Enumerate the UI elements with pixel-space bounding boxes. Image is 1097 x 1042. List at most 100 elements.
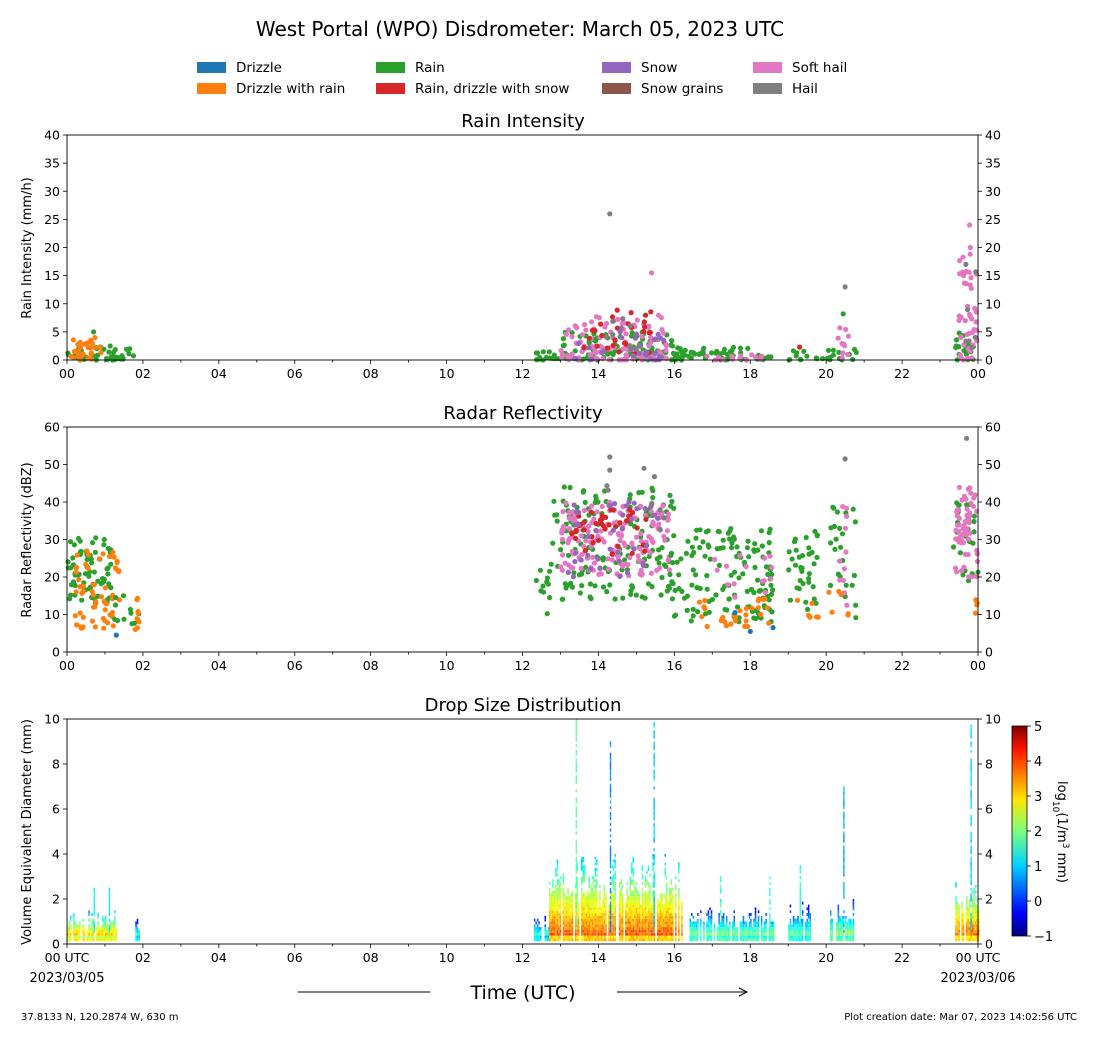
dsd-cell bbox=[638, 918, 641, 922]
dsd-cell bbox=[741, 927, 743, 930]
dsd-cell bbox=[710, 932, 713, 936]
point-hail bbox=[604, 483, 610, 489]
dsd-cell bbox=[88, 938, 90, 942]
dsd-cell bbox=[694, 921, 696, 925]
dsd-cell bbox=[647, 901, 650, 905]
dsd-cell bbox=[626, 910, 628, 914]
dsd-cell bbox=[662, 924, 665, 928]
dsd-cell bbox=[843, 848, 845, 852]
dsd-cell bbox=[726, 918, 728, 922]
point-rain bbox=[121, 616, 127, 622]
dsd-cell bbox=[550, 935, 553, 939]
dsd-cell bbox=[653, 876, 655, 880]
dsd-cell bbox=[653, 828, 655, 832]
point-snow bbox=[573, 509, 580, 515]
dsd-cell bbox=[646, 924, 648, 928]
point-rain bbox=[658, 592, 664, 598]
y-tick-label-left: 2 bbox=[52, 892, 60, 907]
dsd-cell bbox=[86, 929, 89, 933]
dsd-cell bbox=[659, 924, 662, 928]
dsd-cell bbox=[628, 915, 630, 919]
dsd-cell bbox=[659, 921, 662, 925]
dsd-cell bbox=[581, 901, 583, 905]
dsd-cell bbox=[571, 904, 574, 908]
dsd-cell bbox=[597, 932, 600, 936]
dsd-cell bbox=[697, 913, 699, 916]
point-drizzle-with-rain bbox=[809, 600, 815, 607]
dsd-cell bbox=[625, 907, 627, 911]
dsd-cell bbox=[582, 915, 584, 919]
point-rain bbox=[851, 346, 858, 353]
legend-label-soft-hail: Soft hail bbox=[792, 60, 847, 76]
dsd-cell bbox=[544, 935, 546, 939]
dsd-cell bbox=[629, 915, 631, 919]
dsd-cell bbox=[678, 865, 680, 869]
dsd-cell bbox=[806, 924, 808, 928]
dsd-cell bbox=[603, 915, 606, 919]
dsd-cell bbox=[596, 935, 598, 939]
dsd-cell bbox=[635, 901, 638, 905]
dsd-cell bbox=[574, 913, 577, 916]
dsd-cell bbox=[576, 927, 578, 930]
dsd-cell bbox=[955, 882, 957, 885]
dsd-cell bbox=[807, 924, 810, 928]
dsd-cell bbox=[609, 927, 612, 930]
dsd-cell bbox=[667, 918, 669, 922]
point-rain bbox=[758, 587, 764, 593]
point-rain-drizzle-with-snow bbox=[642, 548, 648, 554]
dsd-cell bbox=[801, 918, 804, 922]
dsd-cell bbox=[670, 901, 672, 905]
dsd-cell bbox=[678, 887, 680, 891]
dsd-cell bbox=[970, 741, 972, 745]
footer-location: 37.8133 N, 120.2874 W, 630 m bbox=[21, 1012, 179, 1023]
dsd-cell bbox=[581, 904, 583, 908]
colorbar-label-tail: mm) bbox=[1054, 848, 1069, 883]
point-rain bbox=[801, 348, 807, 354]
dsd-cell bbox=[599, 929, 601, 933]
dsd-cell bbox=[956, 913, 959, 916]
dsd-cell bbox=[111, 924, 113, 928]
dsd-cell bbox=[575, 899, 577, 902]
dsd-cell bbox=[742, 915, 745, 919]
dsd-cell bbox=[640, 927, 642, 930]
point-rain-drizzle-with-snow bbox=[594, 343, 600, 349]
dsd-cell bbox=[765, 918, 767, 922]
point-soft-hail bbox=[961, 522, 967, 528]
dsd-cell bbox=[971, 938, 974, 942]
point-soft-hail bbox=[974, 558, 981, 565]
dsd-cell bbox=[653, 797, 655, 801]
dsd-cell bbox=[961, 938, 963, 942]
dsd-cell bbox=[653, 929, 655, 933]
dsd-cell bbox=[612, 896, 615, 899]
dsd-cell bbox=[594, 879, 597, 883]
dsd-cell bbox=[582, 876, 584, 880]
dsd-cell bbox=[593, 879, 595, 883]
dsd-cell bbox=[582, 868, 584, 871]
dsd-cell bbox=[965, 932, 968, 936]
dsd-cell bbox=[653, 938, 656, 942]
dsd-cell bbox=[575, 778, 577, 781]
dsd-cell bbox=[970, 761, 972, 764]
dsd-cell bbox=[587, 901, 589, 905]
point-rain bbox=[105, 565, 111, 571]
y-tick-label-left: 10 bbox=[44, 712, 60, 727]
point-rain bbox=[578, 571, 585, 577]
dsd-cell bbox=[806, 921, 808, 925]
dsd-cell bbox=[594, 893, 597, 897]
dsd-cell bbox=[625, 921, 627, 925]
dsd-cell bbox=[646, 935, 648, 939]
axes-frame bbox=[66, 718, 979, 945]
point-drizzle-with-rain bbox=[116, 568, 122, 574]
dsd-cell bbox=[136, 932, 139, 936]
dsd-cell bbox=[68, 927, 70, 930]
dsd-cell bbox=[748, 927, 751, 930]
dsd-cell bbox=[799, 893, 801, 897]
y-tick-label-left: 20 bbox=[44, 240, 60, 255]
dsd-cell bbox=[968, 929, 971, 933]
dsd-cell bbox=[836, 929, 838, 933]
dsd-cell bbox=[839, 929, 841, 933]
dsd-cell bbox=[549, 924, 551, 928]
dsd-cell bbox=[800, 935, 802, 939]
dsd-cell bbox=[581, 915, 583, 919]
dsd-cell bbox=[852, 918, 855, 922]
